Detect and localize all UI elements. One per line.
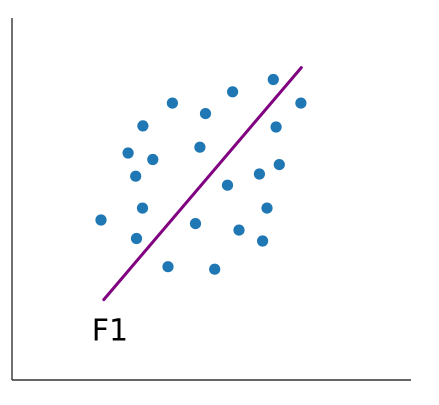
data-point-23 xyxy=(209,263,221,275)
data-point-10 xyxy=(147,153,159,166)
data-point-12 xyxy=(130,170,142,182)
data-point-2 xyxy=(227,86,239,98)
data-point-7 xyxy=(270,121,282,133)
data-point-1 xyxy=(267,73,279,86)
data-point-19 xyxy=(233,224,245,236)
data-point-6 xyxy=(137,120,149,132)
data-point-18 xyxy=(189,218,202,230)
data-point-4 xyxy=(295,97,307,109)
data-point-20 xyxy=(130,232,143,245)
data-point-9 xyxy=(122,147,134,159)
data-point-21 xyxy=(257,235,269,247)
data-point-3 xyxy=(166,97,178,109)
data-point-13 xyxy=(253,168,265,180)
f1-line xyxy=(102,66,303,302)
f1-label: F1 xyxy=(92,314,128,349)
data-point-5 xyxy=(199,108,212,120)
data-point-22 xyxy=(162,261,174,273)
data-point-16 xyxy=(261,202,273,214)
data-point-15 xyxy=(136,202,149,214)
data-point-14 xyxy=(221,179,234,191)
data-point-8 xyxy=(194,141,206,153)
data-point-17 xyxy=(95,214,107,226)
data-point-11 xyxy=(273,159,285,171)
scatter-points xyxy=(95,73,307,275)
